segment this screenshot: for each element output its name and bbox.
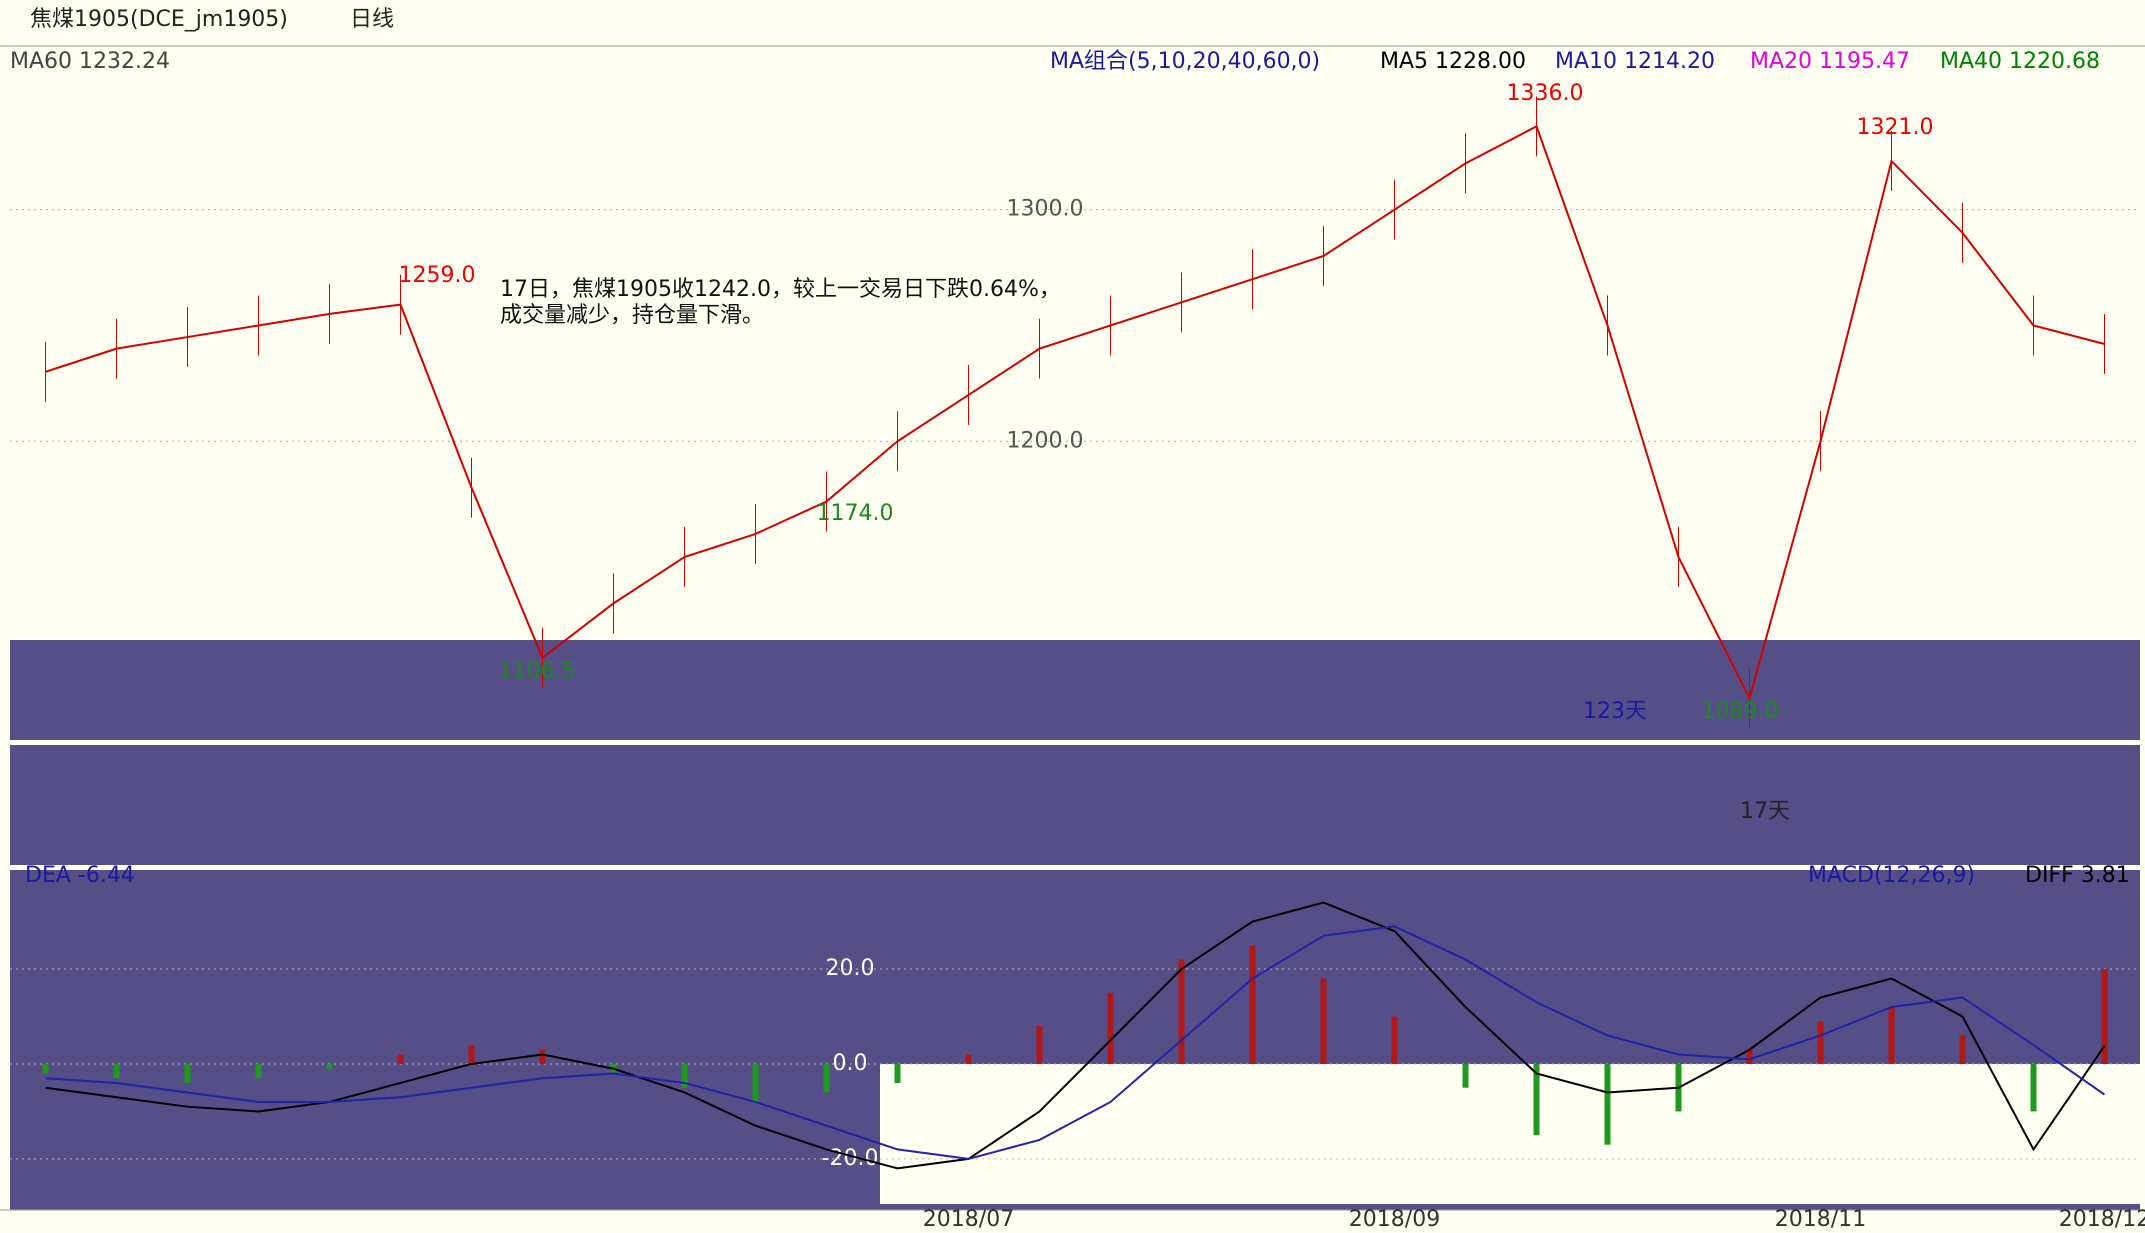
glitch-band — [10, 640, 2140, 740]
price-line — [45, 124, 2105, 702]
macd-bar — [1391, 1016, 1398, 1064]
macd-bar — [965, 1054, 972, 1064]
macd-legend: DEA -6.44 — [25, 863, 135, 888]
macd-bar — [1817, 1021, 1824, 1064]
macd-bar — [2030, 1063, 2037, 1112]
price-label: 1336.0 — [1507, 81, 1584, 106]
macd-bar — [752, 1063, 759, 1102]
macd-bar — [1746, 1049, 1753, 1064]
macd-bar — [184, 1063, 191, 1083]
macd-bar — [255, 1063, 262, 1079]
ma-legend: MA5 1228.00 — [1380, 49, 1526, 74]
y-tick-label: 1200.0 — [1007, 428, 1084, 453]
price-label: 1321.0 — [1857, 115, 1934, 140]
macd-bar — [539, 1049, 546, 1064]
macd-bar — [681, 1063, 688, 1088]
x-tick-label: 2018/11 — [1775, 1207, 1866, 1232]
price-label: 17天 — [1740, 799, 1790, 824]
macd-bar — [2101, 969, 2108, 1064]
y-tick-label: 1300.0 — [1007, 197, 1084, 222]
volume-panel — [10, 745, 2140, 865]
macd-legend: MACD(12,26,9) — [1808, 863, 1975, 888]
macd-bar — [823, 1063, 830, 1093]
y-tick-label: 20.0 — [826, 956, 875, 981]
macd-bar — [1107, 992, 1114, 1064]
macd-lower-area — [880, 1064, 2140, 1204]
news-annotation: 17日，焦煤1905收1242.0，较上一交易日下跌0.64%， — [500, 277, 1061, 302]
price-label: 1089.0 — [1702, 699, 1779, 724]
ma-legend: MA40 1220.68 — [1940, 49, 2100, 74]
macd-line — [45, 925, 2106, 1160]
window-title: 焦煤1905(DCE_jm1905) — [30, 7, 288, 32]
price-label: 1174.0 — [817, 501, 894, 526]
macd-line — [45, 901, 2106, 1170]
macd-bar — [42, 1063, 49, 1074]
macd-bar — [1249, 945, 1256, 1064]
price-label: 123天 — [1583, 699, 1647, 724]
x-tick-label: 2018/09 — [1349, 1207, 1440, 1232]
y-tick-label: 0.0 — [833, 1051, 868, 1076]
macd-bar — [894, 1063, 901, 1083]
macd-bar — [1959, 1035, 1966, 1064]
macd-bar — [1604, 1063, 1611, 1145]
macd-bar — [1178, 959, 1185, 1064]
macd-bar — [1888, 1007, 1895, 1064]
macd-bar — [1036, 1025, 1043, 1064]
x-tick-label: 2018/12 — [2059, 1207, 2145, 1232]
x-tick-label: 2018/07 — [923, 1207, 1014, 1232]
news-annotation: 成交量减少，持仓量下滑。 — [500, 303, 764, 328]
price-label: 1106.5 — [499, 659, 576, 684]
ma-legend: MA组合(5,10,20,40,60,0) — [1050, 49, 1320, 74]
macd-legend: DIFF 3.81 — [2025, 863, 2130, 888]
ma-legend: MA10 1214.20 — [1555, 49, 1715, 74]
price-label: 1259.0 — [399, 263, 476, 288]
macd-bar — [326, 1063, 333, 1069]
macd-bar — [113, 1063, 120, 1079]
period: 日线 — [350, 7, 394, 32]
macd-bar — [468, 1044, 475, 1064]
macd-bar — [1462, 1063, 1469, 1088]
macd-bar — [1320, 978, 1327, 1064]
ma-legend: MA60 1232.24 — [10, 49, 170, 74]
macd-bar — [397, 1054, 404, 1064]
ma-legend: MA20 1195.47 — [1750, 49, 1910, 74]
macd-bar — [1533, 1063, 1540, 1136]
